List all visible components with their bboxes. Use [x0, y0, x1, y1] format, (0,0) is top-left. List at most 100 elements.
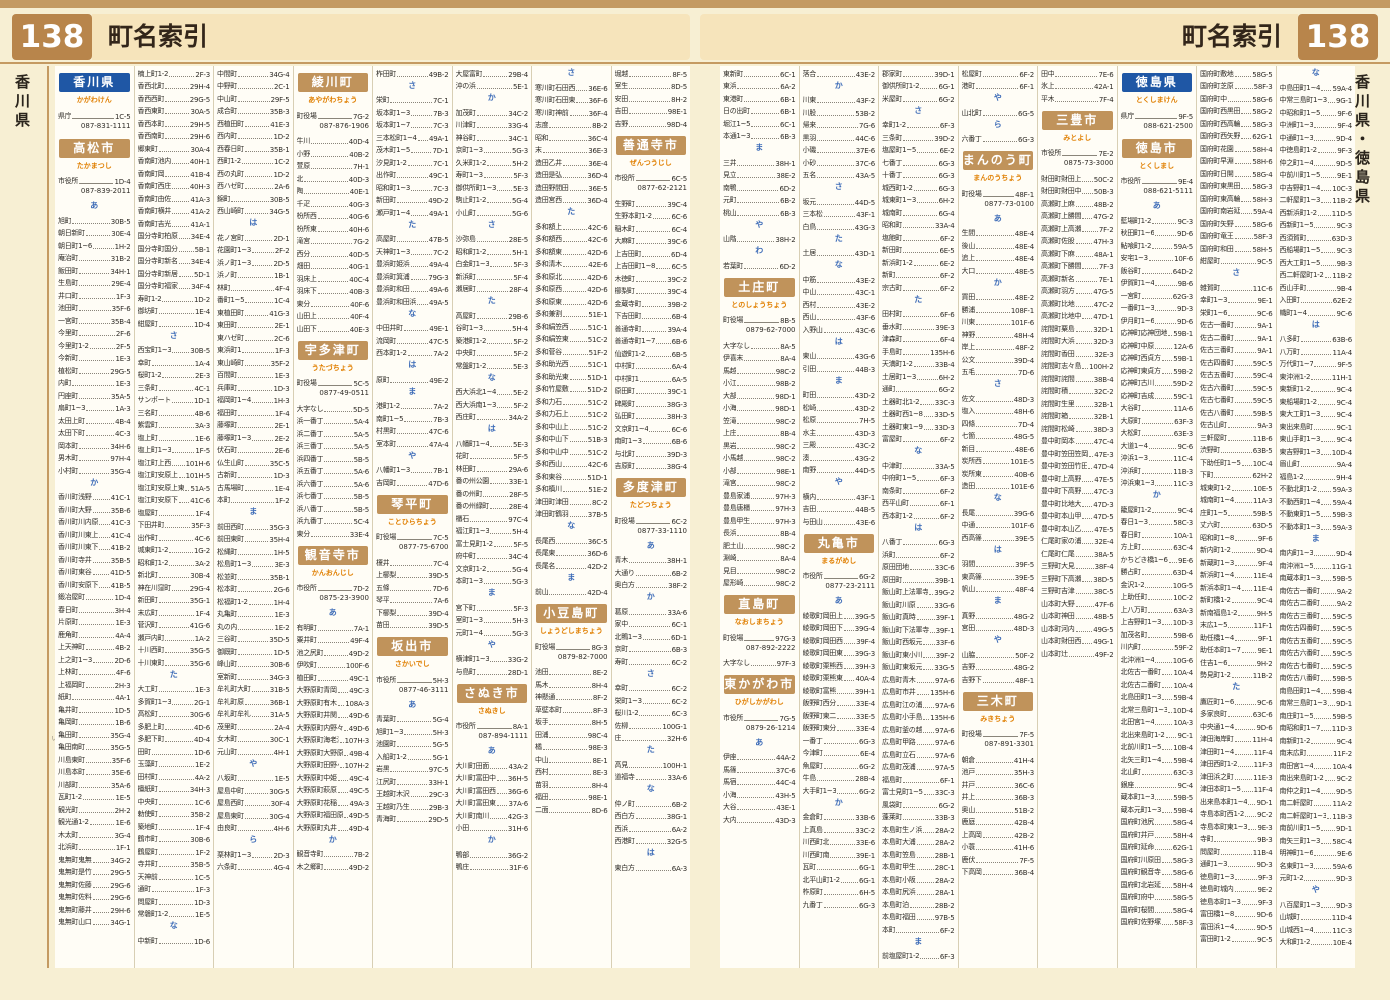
section-marker: は [646, 848, 655, 857]
leader-line [238, 553, 273, 555]
leader-line [490, 508, 508, 509]
leader-line [903, 341, 939, 342]
entry-row: 大野原町萩原 49C-5 [297, 783, 370, 795]
entry-name: 東船場町1-2 [1279, 397, 1317, 406]
entry-map-ref: 5B-5 [353, 505, 370, 514]
entry-row: 玉藻町 1E-2 [138, 757, 211, 769]
entry-map-ref: 7F-4 [1098, 95, 1114, 104]
entry-name: 府中町 [455, 552, 476, 560]
entry-name: 帆山 [961, 585, 975, 593]
entry-name: 馬木 [535, 680, 549, 689]
leader-line [903, 544, 938, 545]
index-column: 落合 43E-2 か川東 43F-2 川股 53B-2 帰来 7G-6 黒羽 44C-6 小磯 37E… [800, 66, 879, 968]
entry-name: 常磐町1-2 [137, 910, 169, 918]
entry-map-ref: 43D-3 [775, 816, 796, 825]
entry-map-ref: 41D-5 [110, 569, 131, 577]
entry-map-ref: 31A-5 [269, 711, 290, 719]
leader-line [569, 391, 587, 392]
entry-name: 江尻町 [376, 777, 397, 786]
entry-name: 大道1~4 [1120, 441, 1148, 450]
leader-line [244, 805, 270, 806]
entry-map-ref: 101E-6 [1010, 483, 1034, 491]
entry-name: 財田町財田上 [1041, 174, 1082, 183]
leader-line [1248, 828, 1257, 830]
entry-name: 室本町 [376, 439, 397, 448]
entry-row: 土器町東1~9 33D-3 [882, 419, 955, 432]
entry-name: 家中 [614, 620, 628, 628]
entry-row: 豊中町岡本 47C-4 [1041, 434, 1114, 446]
entry-map-ref: 43D-1 [854, 250, 875, 258]
entry-row: 川東 101F-6 [962, 315, 1035, 327]
leader-line [562, 228, 587, 230]
leader-line [1155, 485, 1173, 486]
entry-name: 広島町甲路 [882, 738, 916, 746]
leader-line [158, 577, 190, 578]
leader-line [1148, 460, 1173, 461]
entry-map-ref: 9C-1 [1177, 731, 1193, 740]
entry-map-ref: 6G-5 [1017, 109, 1034, 118]
entry-row: 下田井町 35F-3 [138, 518, 211, 530]
entry-row: 佐文 48D-3 [962, 391, 1035, 404]
entry-map-ref: 11D-4 [1331, 914, 1352, 922]
entry-row: 東浜 6A-2 [723, 79, 796, 91]
entry-map-ref: 9A-1 [1257, 334, 1273, 343]
entry-map-ref: 97H-4 [110, 455, 131, 463]
leader-line [816, 294, 855, 295]
leader-line [397, 202, 428, 203]
entry-name: 鬼無町山口 [58, 918, 92, 926]
entry-map-ref: 51C-2 [587, 423, 608, 432]
entry-name: 応神町東貞方 [1120, 366, 1161, 375]
entry-name: 安宅1~3 [1120, 254, 1148, 262]
entry-name: 堀越 [614, 69, 628, 78]
entry-name: 八幡町1~3 [376, 466, 410, 474]
entry-map-ref: 8F-5 [672, 70, 687, 79]
entry-row: 塩江町上西 101H-6 [138, 455, 211, 468]
leader-line [1234, 389, 1252, 391]
entry-row: 花町 5F-5 [456, 449, 529, 461]
leader-line [549, 674, 592, 675]
leader-line [244, 188, 274, 189]
entry-map-ref: 6H-5 [859, 889, 875, 897]
entry-row: 香西本町 29H-5 [138, 116, 211, 129]
entry-row: 多和清木 42E-6 [535, 257, 608, 269]
entry-name: 上真島 [802, 825, 823, 834]
entry-name: 下櫛梨 [376, 608, 397, 617]
entry-map-ref: 38A-5 [1093, 550, 1114, 559]
entry-name: 香西東町 [137, 107, 165, 115]
entry-name: 大谷町 [1120, 404, 1141, 412]
entry-map-ref: 6D-1 [670, 633, 687, 642]
leader-line [816, 102, 856, 103]
entry-name: 松本町 [217, 585, 238, 593]
entry-map-ref: 35G-5 [110, 744, 131, 752]
entry-name: 沖浜東1~3 [1120, 479, 1155, 487]
leader-line [1241, 125, 1252, 127]
entry-map-ref: 59C-5 [1332, 625, 1352, 633]
leader-line [410, 127, 432, 128]
entry-row: 道福寺 33A-6 [615, 770, 688, 782]
entry-name: 大野原町大野原 [296, 748, 344, 757]
entry-name: 寺島本町東1~3 [1200, 822, 1248, 831]
leader-line [975, 349, 1015, 350]
entry-row: 南蔵本町1~3 59B-5 [1280, 571, 1353, 583]
entry-row: 入野山 43C-6 [803, 322, 876, 335]
leader-line [1314, 867, 1332, 869]
entry-map-ref: 48E-5 [1014, 267, 1035, 276]
entry-name: 手島町 [882, 347, 903, 356]
entry-map-ref: 30G-4 [269, 812, 290, 821]
entry-map-ref: 1F-4 [195, 609, 210, 618]
entry-row: 鬼無町佐料 29G-6 [58, 890, 131, 902]
entry-row: 富士見町1-2 5F-5 [456, 536, 529, 549]
entry-map-ref: 9C-4 [1177, 781, 1193, 790]
entry-name: 東新町1-2 [1279, 385, 1311, 393]
entry-row: 御供所町1-2 6G-1 [882, 79, 955, 91]
entry-map-ref: 33G-5 [934, 664, 955, 672]
leader-line [1082, 580, 1093, 582]
entry-row: 本町 1F-2 [217, 493, 290, 505]
entry-map-ref: 5H-2 [512, 159, 528, 168]
entry-map-ref: 32D-3 [1093, 338, 1114, 346]
entry-map-ref: 28F-5 [509, 490, 528, 499]
leader-line [923, 656, 935, 658]
leader-line [1234, 364, 1252, 366]
entry-name: 香西西町 [137, 94, 165, 103]
entry-map-ref: 47E-3 [1094, 450, 1114, 459]
